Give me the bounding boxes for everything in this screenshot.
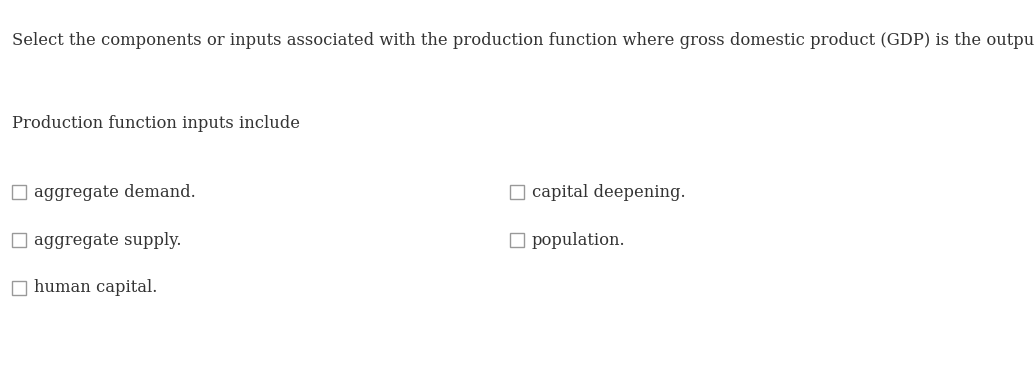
Bar — [12, 233, 26, 247]
Bar — [12, 185, 26, 199]
Text: aggregate demand.: aggregate demand. — [34, 183, 195, 200]
Text: human capital.: human capital. — [34, 279, 157, 297]
Text: capital deepening.: capital deepening. — [533, 183, 686, 200]
Text: aggregate supply.: aggregate supply. — [34, 231, 182, 248]
Text: Production function inputs include: Production function inputs include — [12, 115, 300, 132]
Bar — [12, 281, 26, 295]
Text: population.: population. — [533, 231, 626, 248]
Bar — [510, 233, 524, 247]
Text: Select the components or inputs associated with the production function where gr: Select the components or inputs associat… — [12, 32, 1034, 49]
Bar — [510, 185, 524, 199]
